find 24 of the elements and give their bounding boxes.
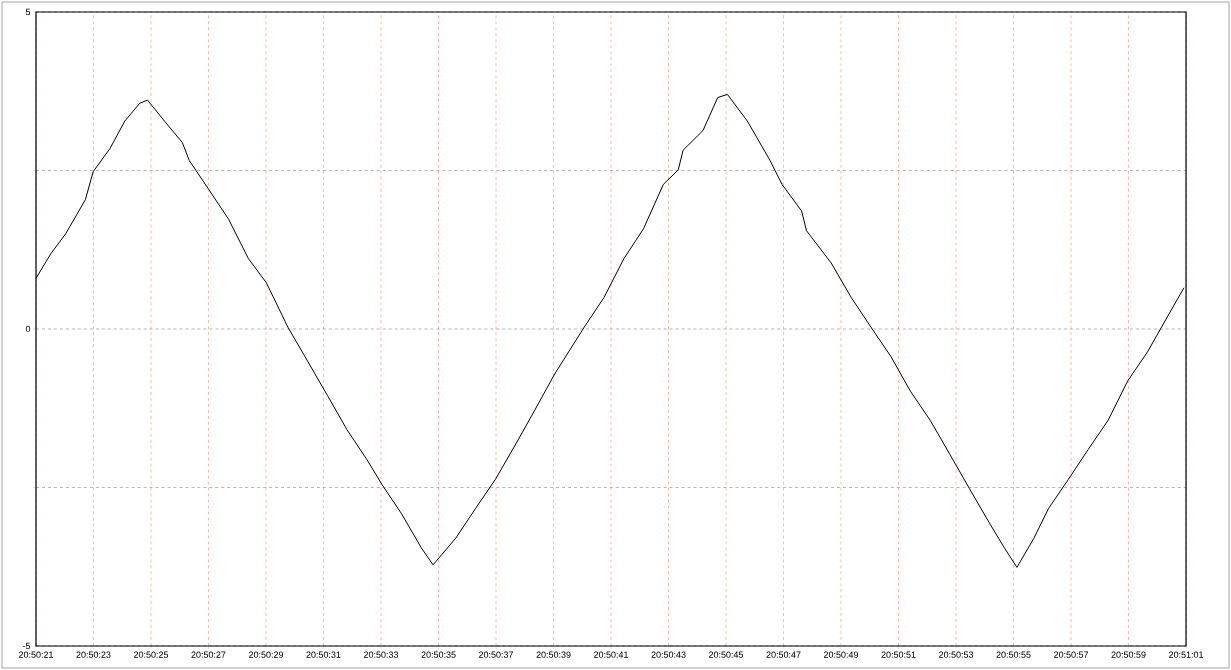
y-tick-label: -5 (22, 642, 31, 650)
x-tick-label: 20:50:55 (996, 651, 1031, 658)
x-tick-label: 20:50:39 (536, 651, 571, 658)
x-tick-label: 20:50:29 (249, 651, 284, 658)
x-tick-label: 20:50:21 (19, 651, 54, 658)
x-tick-label: 20:50:41 (593, 651, 628, 658)
x-tick-label: 20:50:43 (651, 651, 686, 658)
x-tick-label: 20:50:49 (823, 651, 858, 658)
x-tick-label: 20:50:27 (191, 651, 226, 658)
x-tick-label: 20:50:33 (363, 651, 399, 658)
x-tick-label: 20:50:51 (881, 651, 916, 658)
y-tick-label: 5 (25, 8, 31, 16)
x-tick-label: 20:50:59 (1111, 651, 1146, 658)
x-tick-label: 20:50:53 (939, 651, 974, 658)
x-tick-label: 20:50:23 (76, 651, 111, 658)
x-tick-label: 20:50:47 (766, 651, 801, 658)
x-tick-label: 20:50:57 (1054, 651, 1089, 658)
x-tick-label: 20:51:01 (1169, 651, 1204, 658)
x-tick-label: 20:50:45 (708, 651, 744, 658)
x-tick-label: 20:50:35 (421, 651, 456, 658)
x-tick-label: 20:50:37 (478, 651, 513, 658)
x-tick-label: 20:50:31 (306, 651, 341, 658)
x-tick-label: 20:50:25 (134, 651, 169, 658)
y-tick-label: 0 (25, 325, 31, 333)
